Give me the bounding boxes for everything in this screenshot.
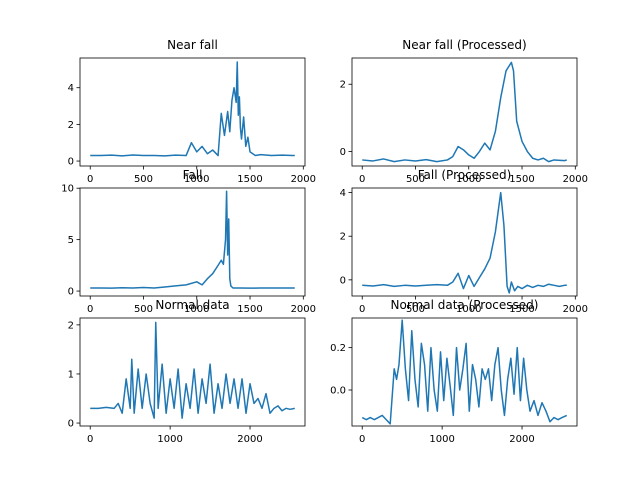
subplot: Fall 0 500 1000 1500 2000 0 5 10 bbox=[61, 168, 316, 315]
y-tick-label: 0.0 bbox=[330, 386, 346, 397]
axes-frame bbox=[79, 57, 306, 167]
x-tick-label: 2000 bbox=[563, 174, 588, 185]
x-tick-label: 0 bbox=[359, 434, 365, 445]
series-line bbox=[90, 190, 295, 289]
axes-frame bbox=[351, 317, 578, 427]
subplot: Fall (Processed) 0 500 1000 1500 2000 0 2 4 bbox=[340, 168, 588, 315]
y-tick-label: 0 bbox=[68, 157, 74, 168]
y-tick-label: 0 bbox=[340, 275, 346, 286]
x-tick-label: 2000 bbox=[237, 434, 262, 445]
y-tick-label: 2 bbox=[68, 120, 74, 131]
axes-frame bbox=[79, 317, 306, 427]
x-tick-label: 1000 bbox=[184, 304, 209, 315]
x-tick-label: 1500 bbox=[237, 304, 262, 315]
x-tick-label: 0 bbox=[359, 304, 365, 315]
y-tick-label: 4 bbox=[340, 188, 346, 199]
subplot: Near fall (Processed) 0 500 1000 1500 2000 0 2 bbox=[340, 38, 588, 185]
y-tick-label: 0.2 bbox=[330, 343, 346, 354]
x-tick-label: 500 bbox=[406, 304, 425, 315]
y-tick-label: 0 bbox=[68, 287, 74, 298]
axes-frame bbox=[351, 57, 578, 167]
subplot-title: Near fall (Processed) bbox=[402, 38, 526, 52]
series-line bbox=[90, 61, 295, 157]
y-tick-label: 2 bbox=[340, 80, 346, 91]
x-tick-label: 1000 bbox=[429, 434, 454, 445]
x-tick-label: 2000 bbox=[509, 434, 534, 445]
y-tick-label: 0 bbox=[68, 419, 74, 430]
series-line bbox=[90, 321, 295, 419]
x-tick-label: 500 bbox=[134, 304, 153, 315]
subplot: Near fall 0 500 1000 1500 2000 0 2 4 bbox=[68, 38, 316, 185]
x-tick-label: 0 bbox=[87, 304, 93, 315]
x-tick-label: 500 bbox=[134, 174, 153, 185]
subplot-title: Near fall bbox=[167, 38, 218, 52]
subplot: Normal data (Processed) 0 1000 2000 0.0 0.2 bbox=[330, 298, 578, 445]
y-tick-label: 2 bbox=[68, 320, 74, 331]
subplot-title: Fall (Processed) bbox=[418, 168, 512, 182]
y-tick-label: 10 bbox=[61, 184, 74, 195]
series-line bbox=[362, 61, 567, 163]
subplot: Normal data 0 1000 2000 0 1 2 bbox=[68, 298, 306, 445]
series-line bbox=[361, 319, 568, 425]
x-tick-label: 0 bbox=[87, 174, 93, 185]
axes-frame bbox=[351, 187, 578, 297]
x-tick-label: 1500 bbox=[237, 174, 262, 185]
x-tick-label: 1000 bbox=[184, 174, 209, 185]
y-tick-label: 1 bbox=[68, 369, 74, 380]
x-tick-label: 1000 bbox=[157, 434, 182, 445]
y-tick-label: 0 bbox=[340, 147, 346, 158]
y-tick-label: 2 bbox=[340, 232, 346, 243]
x-tick-label: 1000 bbox=[456, 304, 481, 315]
x-tick-label: 1500 bbox=[509, 174, 534, 185]
x-tick-label: 500 bbox=[406, 174, 425, 185]
x-tick-label: 2000 bbox=[563, 304, 588, 315]
x-tick-label: 1000 bbox=[456, 174, 481, 185]
subplot-title: Normal data (Processed) bbox=[391, 298, 539, 312]
x-tick-label: 1500 bbox=[509, 304, 534, 315]
x-tick-label: 0 bbox=[359, 174, 365, 185]
subplot-title: Normal data bbox=[155, 298, 229, 312]
y-tick-label: 4 bbox=[68, 83, 74, 94]
axes-frame bbox=[79, 187, 306, 297]
x-tick-label: 0 bbox=[87, 434, 93, 445]
x-tick-label: 2000 bbox=[291, 304, 316, 315]
series-line bbox=[362, 191, 567, 294]
y-tick-label: 5 bbox=[68, 235, 74, 246]
x-tick-label: 2000 bbox=[291, 174, 316, 185]
subplot-title: Fall bbox=[183, 168, 203, 182]
